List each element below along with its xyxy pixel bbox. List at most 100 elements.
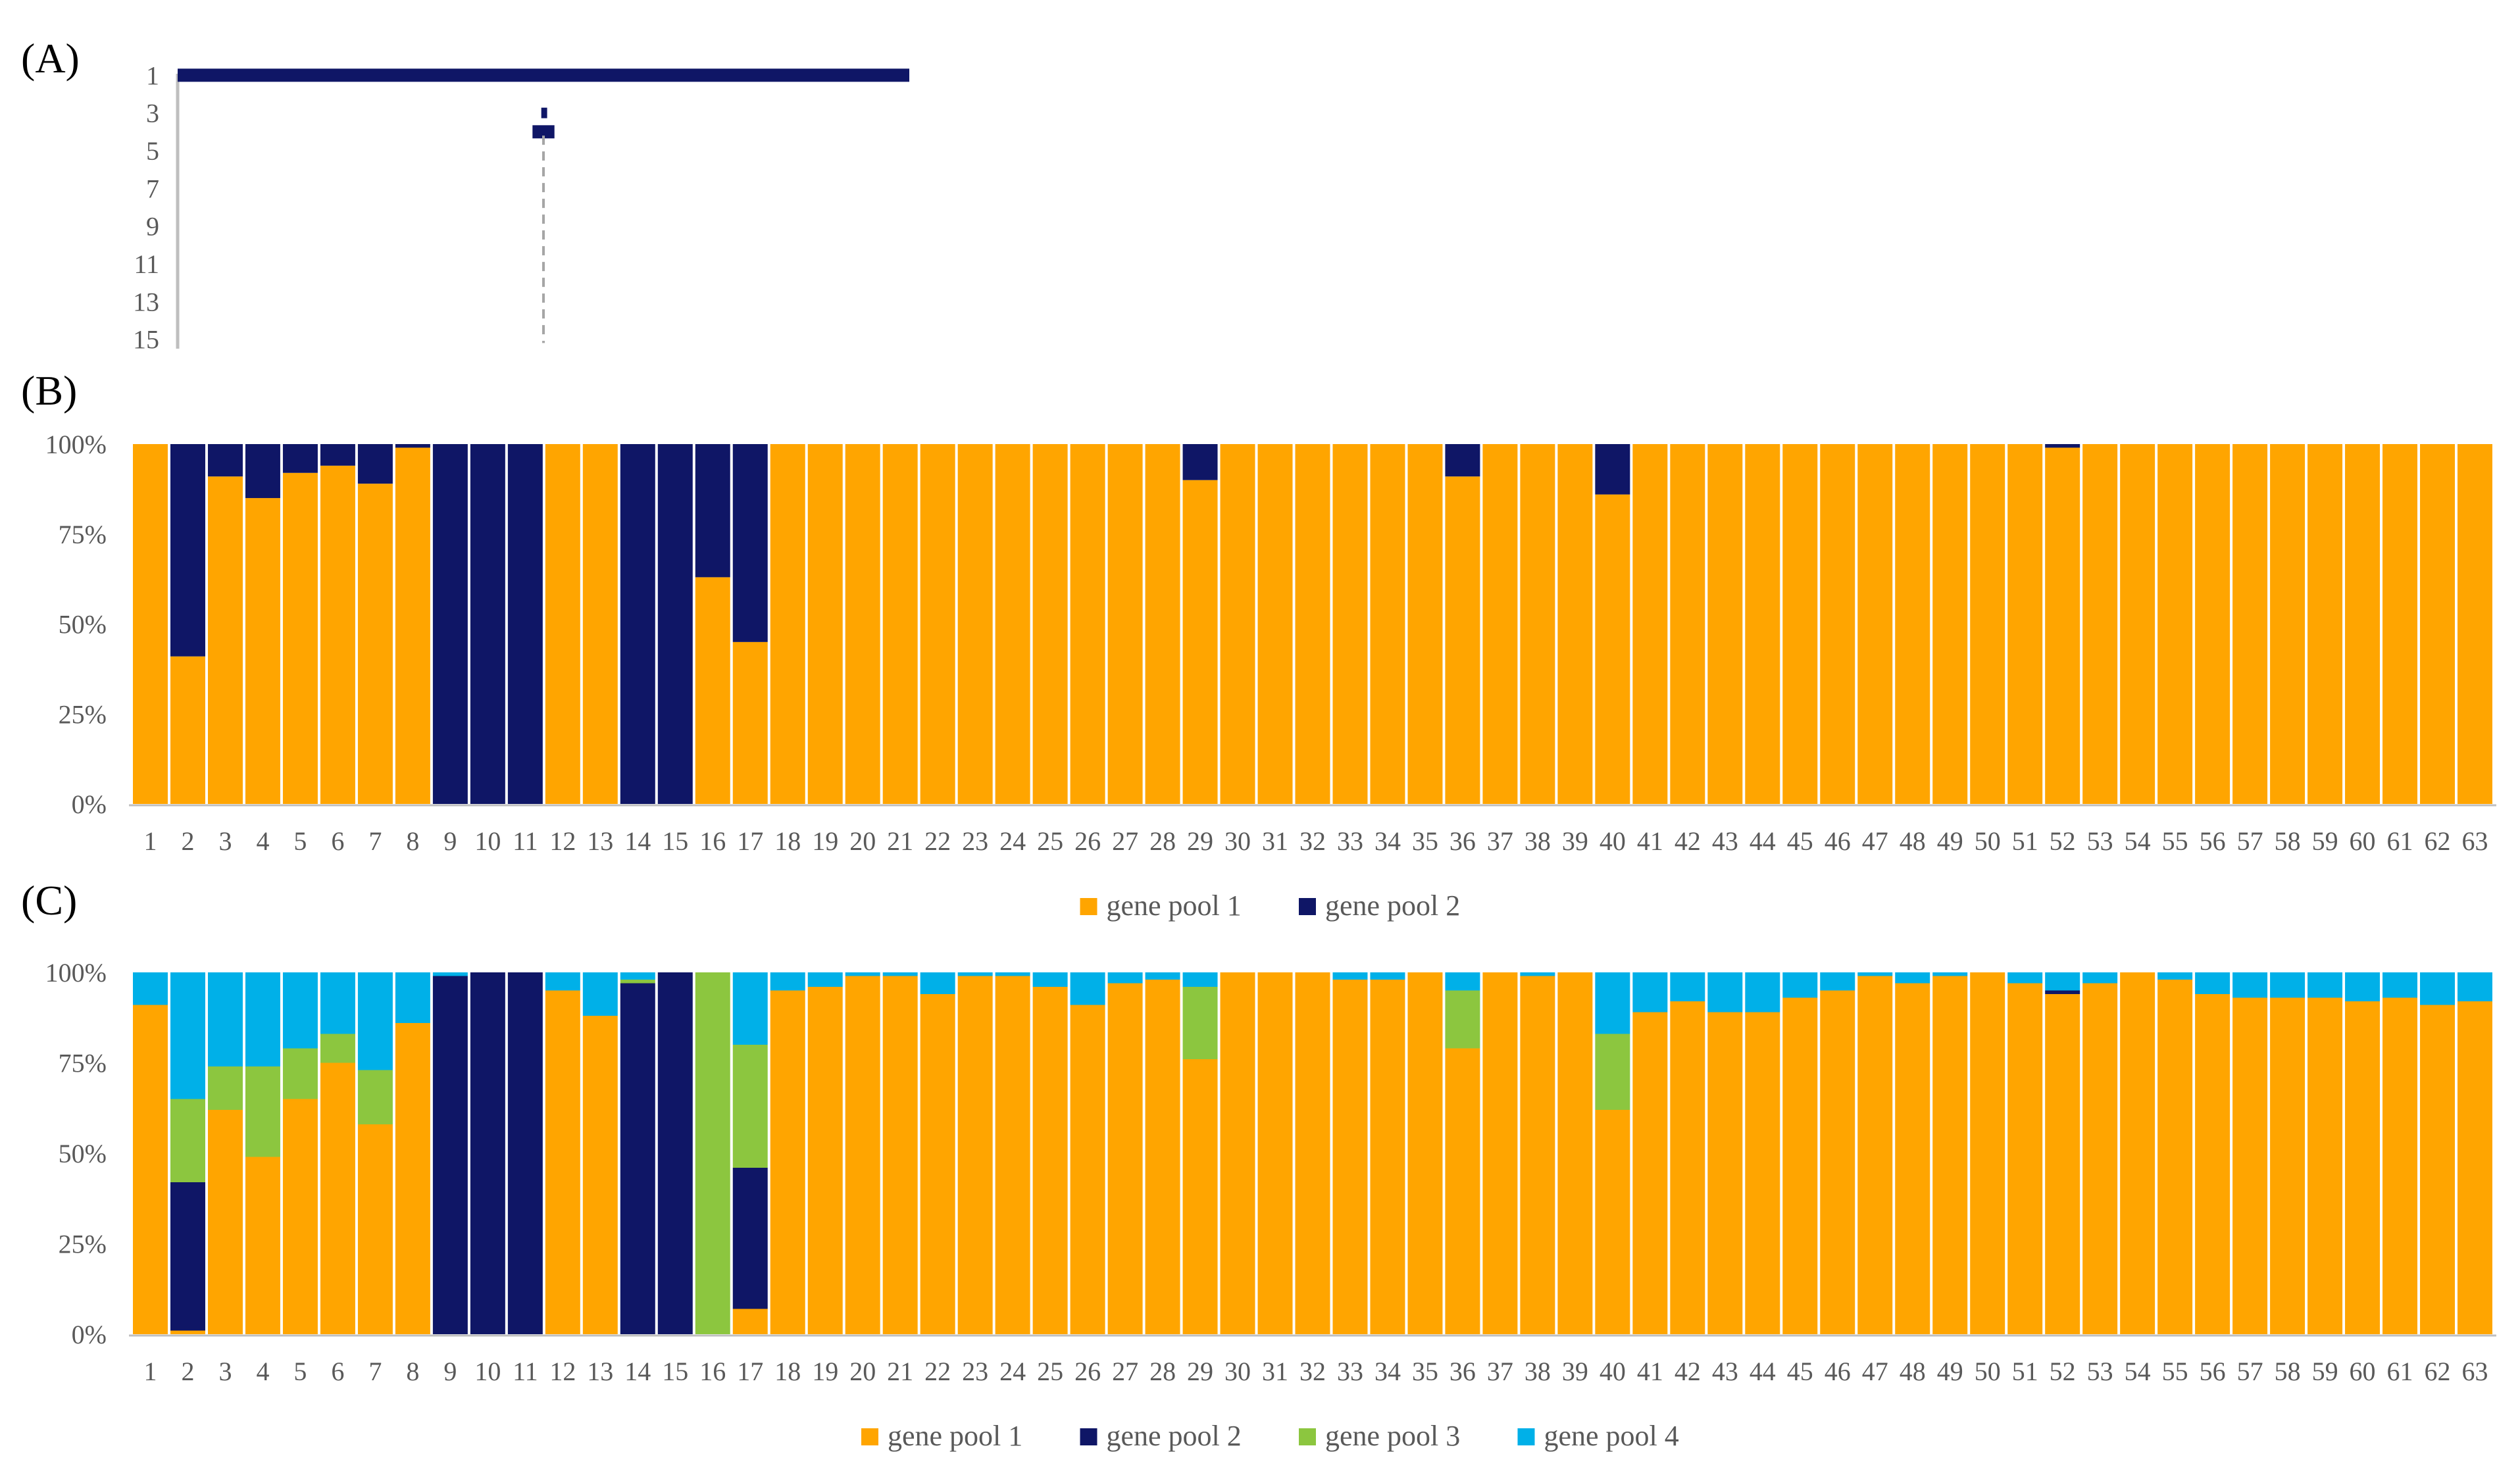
panel-b-bar-7-pool2 <box>357 444 393 484</box>
panel-c-bar-3-pool3 <box>207 1066 243 1110</box>
panel-c-bar-18-pool1 <box>770 990 805 1334</box>
panel-c-bar-19-pool4 <box>807 972 843 987</box>
panel-c-xtick-46: 46 <box>1825 1357 1851 1386</box>
panel-c-bar-60-pool1 <box>2345 1001 2381 1334</box>
panel-a-tick-label-15: 15 <box>133 325 159 355</box>
panel-c-xtick-24: 24 <box>999 1357 1026 1386</box>
panel-c-bar-41-pool1 <box>1632 1012 1668 1334</box>
panel-c-bar-37-pool1 <box>1482 972 1518 1334</box>
panel-b-bar-29-pool1 <box>1182 480 1218 804</box>
panel-b-xtick-38: 38 <box>1525 826 1551 856</box>
panel-c-bar-23-pool4 <box>957 972 993 976</box>
panel-c-bar-38-pool1 <box>1520 976 1555 1334</box>
panel-b-xtick-20: 20 <box>849 826 876 856</box>
panel-c-bar-62-pool4 <box>2420 972 2456 1005</box>
panel-b-bar-45-pool1 <box>1782 444 1818 804</box>
panel-c-bar-23-pool1 <box>957 976 993 1334</box>
panel-b-ytick-0: 0% <box>72 789 107 819</box>
panel-a-cluster-bar-1 <box>178 68 909 82</box>
panel-b-legend-label-1: gene pool 1 <box>1107 889 1242 922</box>
panel-c-xtick-31: 31 <box>1262 1357 1288 1386</box>
panel-b-xtick-23: 23 <box>962 826 988 856</box>
panel-b-xtick-3: 3 <box>218 826 232 856</box>
panel-b-label: (B) <box>21 367 77 414</box>
panel-b-xtick-15: 15 <box>662 826 688 856</box>
panel-b-xtick-6: 6 <box>331 826 344 856</box>
panel-c-bar-4-pool3 <box>245 1066 280 1157</box>
panel-b-bar-40-pool1 <box>1595 494 1630 804</box>
panel-b-xtick-56: 56 <box>2200 826 2226 856</box>
panel-b-bar-16-pool2 <box>695 444 730 578</box>
panel-c-xtick-30: 30 <box>1224 1357 1251 1386</box>
panel-c-xtick-6: 6 <box>331 1357 344 1386</box>
panel-c-bar-34-pool4 <box>1370 972 1405 980</box>
panel-b-xtick-54: 54 <box>2125 826 2151 856</box>
panel-b-bar-8-pool1 <box>395 447 430 804</box>
panel-c-xtick-34: 34 <box>1374 1357 1401 1386</box>
panel-c-bar-36-pool3 <box>1445 990 1480 1049</box>
panel-c-bar-52-pool4 <box>2045 972 2080 991</box>
panel-b-bar-1-pool1 <box>133 444 168 804</box>
panel-b-bar-47-pool1 <box>1857 444 1893 804</box>
panel-c-bar-35-pool1 <box>1407 972 1443 1334</box>
panel-c-bar-62-pool1 <box>2420 1005 2456 1334</box>
panel-b-bar-24-pool1 <box>995 444 1030 804</box>
panel-c-bar-17-pool4 <box>732 972 768 1045</box>
panel-c-bar-61-pool1 <box>2382 997 2418 1334</box>
panel-b-xtick-14: 14 <box>624 826 651 856</box>
panel-c-bar-15-pool2 <box>657 972 693 1334</box>
panel-c-bar-43-pool4 <box>1707 972 1743 1013</box>
panel-c-bar-17-pool2 <box>732 1168 768 1309</box>
panel-b-bar-29-pool2 <box>1182 444 1218 480</box>
panel-b-xtick-10: 10 <box>474 826 501 856</box>
panel-c-bar-50-pool1 <box>1970 972 2005 1334</box>
panel-c-xtick-52: 52 <box>2050 1357 2076 1386</box>
panel-c-bar-21-pool1 <box>882 976 918 1334</box>
panel-c-bar-16-pool3 <box>695 972 730 1334</box>
panel-b-xtick-37: 37 <box>1487 826 1513 856</box>
panel-a-tick-label-13: 13 <box>133 287 159 316</box>
panel-c-bar-3-pool1 <box>207 1110 243 1334</box>
panel-c-bar-34-pool1 <box>1370 980 1405 1334</box>
panel-b-bar-48-pool1 <box>1895 444 1930 804</box>
panel-b-bar-6-pool2 <box>320 444 355 466</box>
panel-c-bar-32-pool1 <box>1295 972 1330 1334</box>
panel-b-legend-swatch-1 <box>1080 898 1097 915</box>
panel-b-bar-10-pool2 <box>470 444 505 804</box>
panel-b-bar-19-pool1 <box>807 444 843 804</box>
panel-c-bar-61-pool4 <box>2382 972 2418 998</box>
panel-c-bar-43-pool1 <box>1707 1012 1743 1334</box>
panel-c-bar-2-pool1 <box>170 1330 205 1334</box>
panel-b-bar-17-pool1 <box>732 641 768 804</box>
panel-c-xtick-9: 9 <box>443 1357 457 1386</box>
panel-b-bar-7-pool1 <box>357 484 393 804</box>
panel-c-bar-59-pool4 <box>2307 972 2343 998</box>
panel-c-bar-27-pool1 <box>1107 983 1143 1334</box>
panel-c-bar-31-pool1 <box>1257 972 1293 1334</box>
panel-c-bar-9-pool4 <box>432 972 468 976</box>
panel-c-bar-51-pool4 <box>2007 972 2043 984</box>
panel-b-xtick-53: 53 <box>2087 826 2113 856</box>
panel-c-bar-12-pool1 <box>545 990 580 1334</box>
panel-c-bar-44-pool1 <box>1745 1012 1780 1334</box>
panel-b-bar-12-pool1 <box>545 444 580 804</box>
panel-c-bar-1-pool1 <box>133 1005 168 1334</box>
panel-c-label: (C) <box>21 877 77 924</box>
panel-c-bar-55-pool4 <box>2157 972 2193 980</box>
panel-c-bar-14-pool2 <box>620 983 655 1334</box>
panel-c-bar-36-pool1 <box>1445 1048 1480 1334</box>
panel-c-bar-5-pool3 <box>282 1048 318 1099</box>
panel-c-bar-44-pool4 <box>1745 972 1780 1013</box>
panel-b-bar-38-pool1 <box>1520 444 1555 804</box>
panel-b-ytick-50: 50% <box>59 610 107 639</box>
panel-c-xtick-43: 43 <box>1712 1357 1738 1386</box>
panel-c-bar-60-pool4 <box>2345 972 2381 1001</box>
panel-c-bar-17-pool3 <box>732 1045 768 1168</box>
panel-b-xtick-18: 18 <box>774 826 801 856</box>
panel-c-xtick-51: 51 <box>2012 1357 2038 1386</box>
panel-b-bar-62-pool1 <box>2420 444 2456 804</box>
panel-c-bar-56-pool1 <box>2195 994 2230 1334</box>
panel-b-bar-25-pool1 <box>1032 444 1068 804</box>
panel-b: (B) 0%25%50%75%100%1 2 3 4 5 6 7 8 9 10 11 12 13 14 15… <box>21 367 2496 922</box>
